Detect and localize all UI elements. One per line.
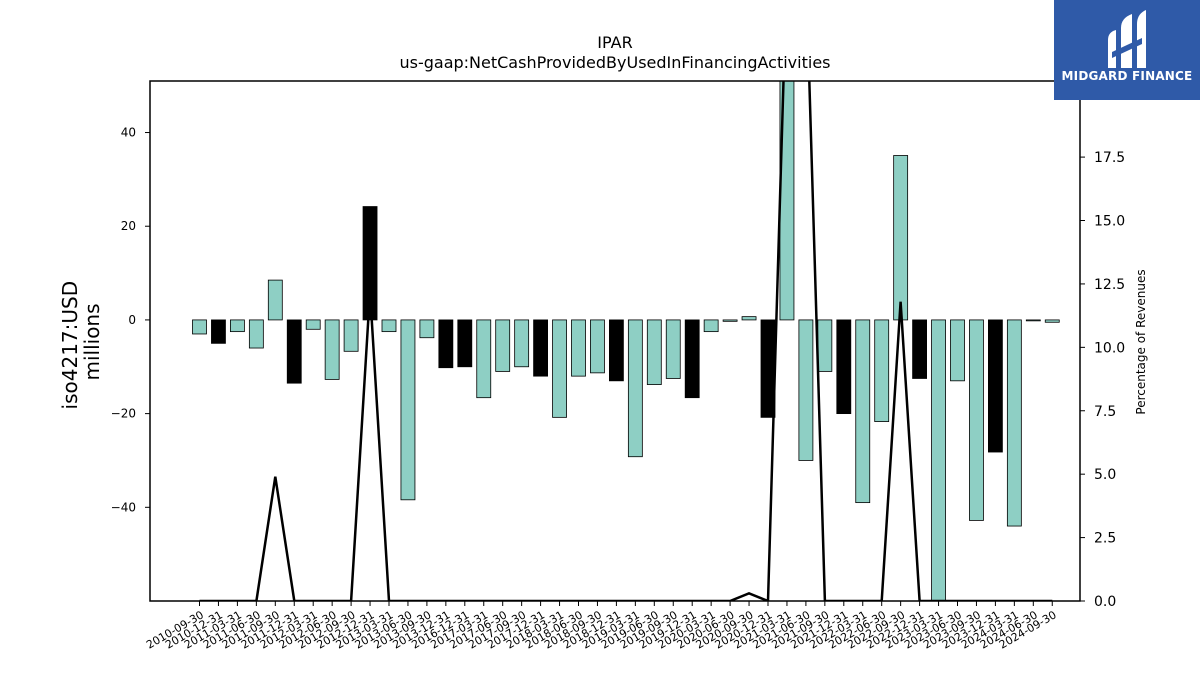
bar-2016-12-31: [457, 319, 473, 368]
bar-2021-12-31: [836, 319, 852, 415]
bar-2022-03-31: [855, 319, 871, 504]
bar-2017-03-31: [476, 319, 492, 399]
bar-2023-12-31: [988, 319, 1003, 453]
bar-2013-12-31: [438, 319, 454, 369]
y-right-tick-label: 5.0: [1094, 467, 1116, 483]
y-right-tick-label: 2.5: [1094, 531, 1116, 547]
bar-2021-06-30: [798, 319, 814, 461]
y-right-tick-label: 0.0: [1094, 594, 1116, 610]
y-right-tick-label: 15.0: [1094, 214, 1125, 230]
chart-subtitle: us-gaap:NetCashProvidedByUsedInFinancing…: [399, 53, 830, 72]
y-left-tick-label: 0: [128, 313, 136, 327]
y-right-tick-label: 12.5: [1094, 277, 1125, 293]
bar-2017-09-30: [514, 319, 530, 368]
bar-2018-09-30: [590, 319, 605, 374]
y-right-tick-label: 10.0: [1094, 340, 1125, 356]
bar-2018-03-31: [552, 319, 567, 418]
bar-2013-06-30: [400, 319, 416, 501]
bar-2019-06-30: [646, 319, 662, 385]
bar-2022-09-30: [893, 155, 909, 321]
bar-2011-09-30: [267, 279, 283, 321]
x-axis: 2010-09-302010-12-312011-03-312011-06-30…: [144, 601, 1059, 652]
bar-2012-09-30: [343, 319, 359, 352]
bar-2024-06-30: [1025, 319, 1041, 322]
bar-2010-09-30: [192, 319, 207, 335]
bar-2012-12-31: [362, 206, 378, 321]
bar-2013-09-30: [419, 319, 435, 339]
y-right-tick-label: 7.5: [1094, 404, 1116, 420]
bar-2010-12-31: [211, 319, 226, 344]
y-axis-right: 0.02.55.07.510.012.515.017.520.0: [1080, 87, 1125, 610]
y-axis-left-label-line2: millions: [80, 303, 104, 380]
bar-2013-03-31: [381, 319, 397, 333]
bar-2021-09-30: [817, 319, 833, 372]
y-axis-left-label: iso4217:USD millions: [58, 275, 104, 410]
bar-2020-09-30: [741, 316, 757, 321]
y-left-tick-label: −20: [111, 407, 136, 421]
midgard-logo-icon: [1108, 10, 1146, 68]
bar-2024-03-31: [1006, 319, 1022, 527]
pct-revenue-line: [199, 81, 1053, 601]
line-layer: [199, 81, 1053, 601]
bar-2023-03-31: [931, 319, 946, 601]
bar-2023-06-30: [950, 319, 965, 382]
bar-2022-06-30: [874, 319, 890, 422]
y-left-tick-label: −40: [111, 500, 136, 514]
bar-2012-06-30: [324, 319, 340, 380]
plot-frame: [149, 80, 1081, 602]
bar-2022-12-31: [912, 319, 927, 379]
bar-2017-06-30: [495, 319, 511, 372]
bar-2012-03-31: [305, 319, 321, 330]
bar-2018-12-31: [609, 319, 624, 382]
bar-2018-06-30: [571, 319, 586, 377]
bar-2011-06-30: [248, 319, 264, 349]
chart-title: IPAR: [597, 33, 632, 52]
bar-2019-09-30: [665, 319, 681, 379]
y-axis-right-label: Percentage of Revenues: [1134, 269, 1148, 414]
y-left-tick-label: 40: [121, 126, 136, 140]
y-axis-left-label-line1: iso4217:USD: [58, 281, 82, 410]
bar-2024-09-30: [1044, 319, 1060, 323]
bar-2019-03-31: [627, 319, 643, 458]
bar-2017-12-31: [533, 319, 548, 377]
midgard-finance-logo: MIDGARD FINANCE: [1054, 0, 1200, 100]
y-left-tick-label: 20: [121, 219, 136, 233]
logo-brand-text: MIDGARD FINANCE: [1061, 69, 1193, 83]
bar-2011-12-31: [286, 319, 302, 384]
y-axis-left: −40 −20 0 20 40: [111, 126, 150, 514]
y-right-tick-label: 17.5: [1094, 150, 1125, 166]
bar-2020-03-31: [703, 319, 719, 333]
bar-2023-09-30: [969, 319, 984, 521]
bar-2019-12-31: [684, 319, 700, 399]
bar-2020-06-30: [722, 319, 738, 322]
bars-group: [192, 81, 1060, 601]
bar-2011-03-31: [229, 319, 245, 333]
